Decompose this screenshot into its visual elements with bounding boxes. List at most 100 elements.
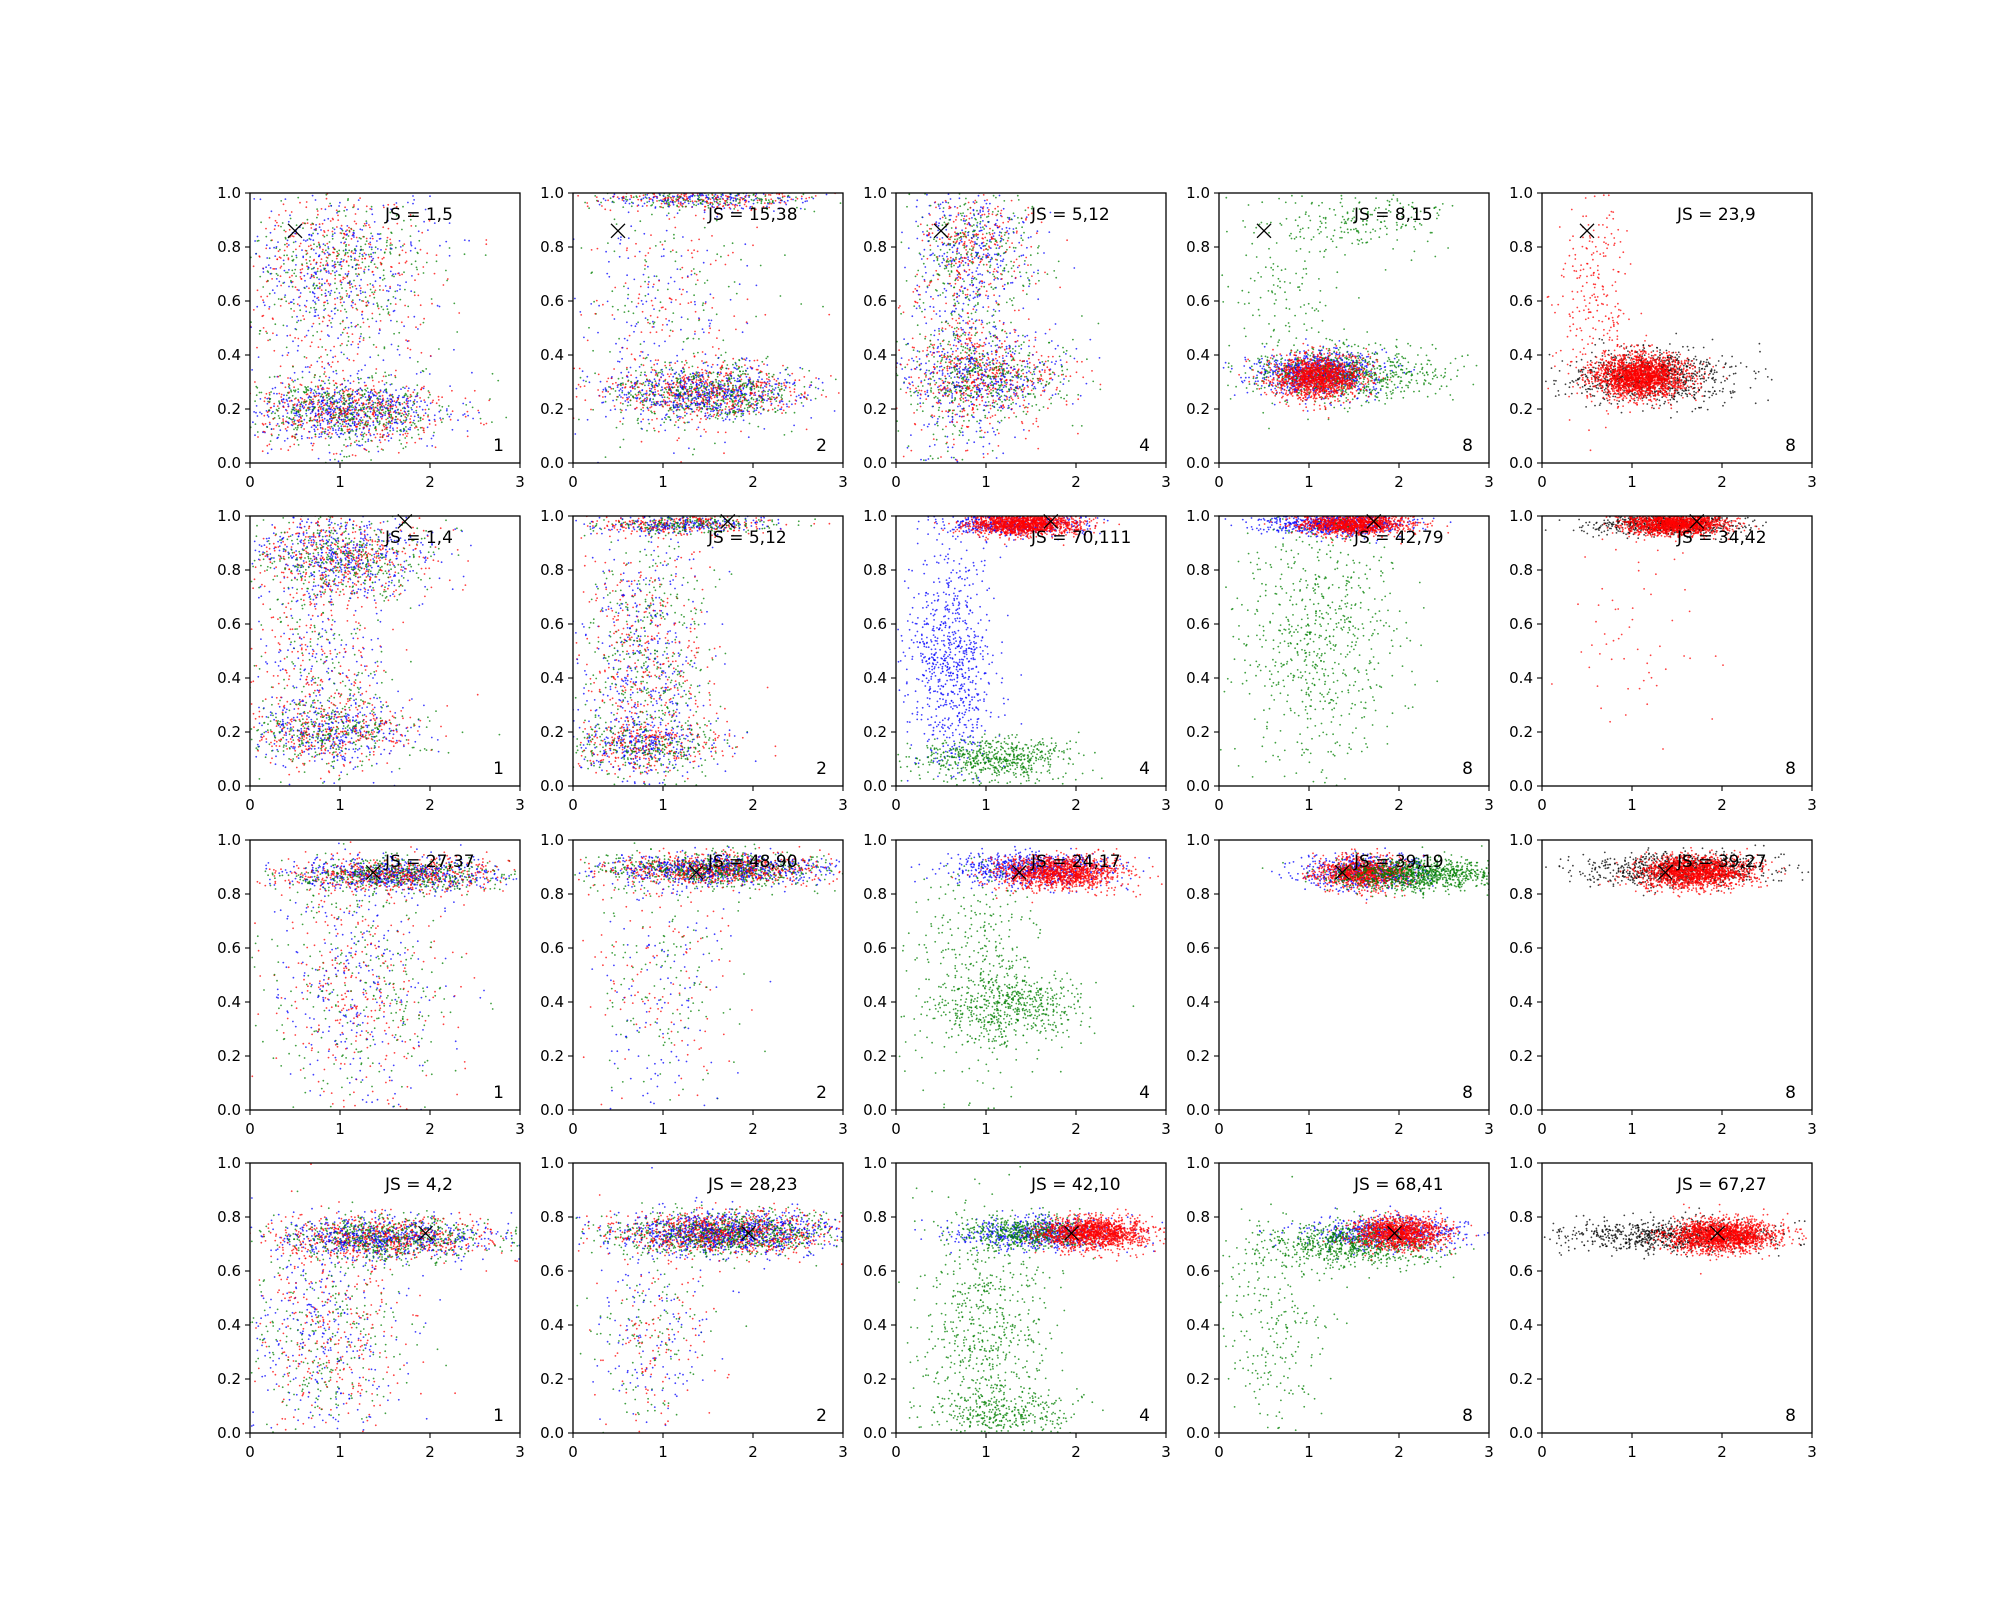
point (312, 299, 315, 302)
point (763, 399, 766, 401)
point (296, 428, 298, 431)
point (739, 199, 742, 201)
point (286, 354, 289, 356)
point (342, 397, 344, 400)
point (368, 246, 371, 248)
point (389, 287, 391, 290)
point (284, 209, 287, 212)
point (666, 391, 668, 393)
point (389, 251, 391, 254)
point (326, 423, 329, 425)
point (372, 401, 375, 404)
point (314, 301, 316, 304)
point (677, 406, 680, 409)
point (670, 379, 673, 382)
point (347, 340, 350, 342)
point (746, 298, 749, 301)
point (397, 272, 399, 275)
point (374, 289, 377, 292)
point (653, 401, 655, 403)
point (357, 376, 359, 379)
point (350, 442, 352, 445)
point (683, 194, 685, 197)
point (371, 284, 374, 287)
point (761, 381, 764, 384)
point (327, 429, 329, 432)
point (347, 407, 349, 410)
point (717, 382, 720, 385)
x-tick-label: 2 (425, 473, 435, 491)
point (328, 376, 331, 379)
point (425, 368, 428, 370)
point (337, 460, 340, 463)
point (774, 199, 777, 202)
point (820, 394, 823, 396)
point (690, 239, 693, 242)
point (310, 227, 313, 229)
point (585, 380, 587, 383)
point (283, 269, 286, 272)
point (344, 252, 347, 254)
point (692, 202, 694, 204)
point (348, 406, 351, 408)
point (291, 394, 294, 397)
point (732, 411, 735, 414)
point (778, 394, 780, 397)
point (415, 266, 418, 269)
point (376, 419, 378, 422)
x-tick-label: 1 (335, 473, 345, 491)
point (682, 236, 684, 238)
point (685, 397, 687, 400)
point (635, 305, 638, 308)
point (728, 409, 731, 411)
point (329, 408, 332, 410)
point (711, 363, 714, 366)
point (676, 414, 678, 417)
point (291, 424, 294, 427)
point (293, 419, 296, 422)
point (335, 405, 338, 408)
point (769, 384, 771, 387)
point (713, 413, 716, 416)
point (756, 380, 758, 383)
point (750, 397, 753, 400)
point (325, 409, 328, 411)
point (707, 364, 709, 367)
point (798, 379, 801, 382)
point (258, 256, 261, 258)
point (404, 446, 407, 448)
point (353, 411, 356, 414)
point (310, 275, 313, 277)
point (442, 284, 445, 286)
point (270, 448, 273, 451)
point (295, 397, 297, 399)
point (717, 410, 720, 412)
point (688, 195, 691, 198)
point (712, 408, 714, 411)
point (333, 402, 335, 405)
point (356, 443, 358, 446)
point (679, 391, 682, 394)
point (754, 195, 757, 198)
point (706, 279, 709, 282)
point (302, 315, 304, 317)
point (649, 399, 651, 402)
point (760, 384, 763, 386)
point (637, 321, 639, 324)
point (754, 391, 756, 394)
point (347, 198, 349, 200)
point (376, 304, 379, 306)
point (793, 381, 796, 384)
point (725, 396, 727, 398)
point (312, 239, 315, 242)
point (309, 238, 312, 241)
point (262, 271, 265, 273)
point (806, 200, 808, 202)
point (291, 316, 294, 318)
point (708, 381, 711, 384)
point (723, 382, 726, 385)
point (711, 382, 713, 385)
point (361, 317, 364, 320)
point (351, 393, 354, 395)
point (349, 255, 352, 257)
